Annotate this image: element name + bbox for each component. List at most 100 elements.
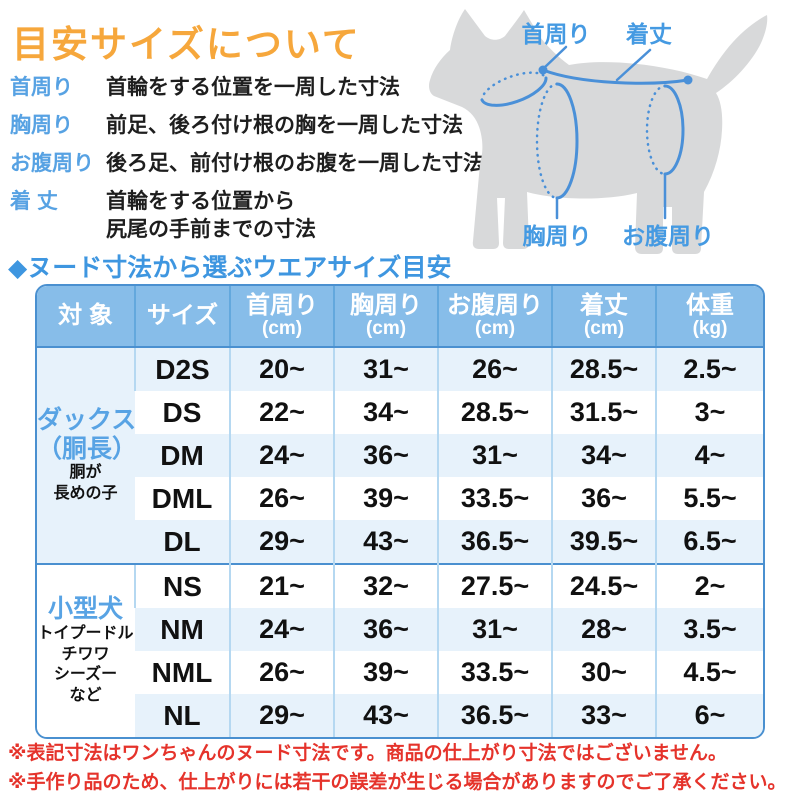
size-cell: DL bbox=[135, 520, 230, 564]
chest-ellipse-dotted bbox=[535, 82, 559, 200]
chest-value: 36~ bbox=[333, 434, 438, 477]
neck-value: 20~ bbox=[229, 347, 334, 391]
neck-ellipse-solid bbox=[480, 76, 548, 107]
neck-value: 29~ bbox=[229, 694, 334, 737]
footer-notes: ※表記寸法はワンちゃんのヌード寸法です。商品の仕上がり寸法ではございません。 ※… bbox=[8, 740, 798, 797]
col-header-target: 対 象 bbox=[37, 286, 135, 348]
belly-value: 36.5~ bbox=[437, 694, 552, 737]
group-note: 長めの子 bbox=[53, 485, 118, 503]
group-note: 胴が bbox=[69, 464, 102, 482]
back-length-line bbox=[541, 68, 690, 85]
col-header-size: サイズ bbox=[134, 286, 230, 348]
belly-ellipse-solid bbox=[663, 84, 685, 176]
chest-value: 43~ bbox=[333, 694, 438, 737]
dog-silhouette bbox=[429, 9, 768, 254]
weight-value: 6~ bbox=[655, 694, 763, 737]
group-name2: （胴長） bbox=[37, 434, 138, 463]
legend-item-belly: お腹周り 後ろ足、前付け根のお腹を一周した寸法 bbox=[10, 150, 484, 178]
length-value: 39.5~ bbox=[551, 520, 656, 564]
diagram-belly-label: お腹周り bbox=[622, 223, 714, 249]
back-line-end-dot bbox=[683, 75, 693, 85]
belly-value: 33.5~ bbox=[437, 651, 552, 694]
diagram-length-label: 着丈 bbox=[626, 21, 672, 47]
length-value: 28~ bbox=[551, 608, 656, 651]
neck-value: 21~ bbox=[229, 563, 334, 608]
belly-value: 27.5~ bbox=[437, 563, 552, 608]
section-title: ◆ヌード寸法から選ぶウエアサイズ目安 bbox=[8, 254, 452, 282]
size-cell: NS bbox=[134, 563, 230, 608]
table-header-row: 対 象 サイズ 首周り (cm) 胸周り (cm) お腹周り (cm) 着丈 (cm) … bbox=[37, 286, 763, 348]
col-header-length: 着丈 (cm) bbox=[551, 286, 656, 348]
size-cell: DS bbox=[162, 396, 202, 428]
weight-value: 3.5~ bbox=[655, 608, 763, 651]
table-row: DML 26~ 39~ 33.5~ 36~ 5.5~ bbox=[37, 477, 763, 520]
length-leader-line bbox=[615, 48, 652, 82]
dog-measurement-diagram: 首周り 着丈 胸周り お腹周り bbox=[429, 9, 768, 254]
belly-value: 28.5~ bbox=[437, 391, 552, 434]
length-value: 34~ bbox=[551, 434, 656, 477]
table-row: NM 24~ 36~ 31~ 28~ 3.5~ bbox=[37, 608, 763, 651]
table-row: 小型犬 トイプードル チワワ シーズー など NS 21~ 32~ 27.5~ … bbox=[37, 563, 763, 737]
chest-ellipse-solid bbox=[555, 82, 579, 200]
weight-value: 2~ bbox=[655, 563, 763, 608]
group-note: チワワ bbox=[61, 645, 110, 663]
group-note: シーズー bbox=[53, 666, 118, 684]
table-row: ダックス （胴長） 胴が 長めの子 D2S 20~ 31~ 26~ 28.5~ … bbox=[37, 347, 763, 564]
group-note: トイプードル bbox=[37, 624, 134, 642]
neck-value: 22~ bbox=[229, 391, 334, 434]
table-row: DS 22~ 34~ 28.5~ 31.5~ 3~ bbox=[37, 391, 763, 434]
col-header-neck: 首周り (cm) bbox=[229, 286, 334, 348]
weight-value: 3~ bbox=[655, 391, 763, 434]
table-row: NML 26~ 39~ 33.5~ 30~ 4.5~ bbox=[37, 651, 763, 694]
neck-value: 26~ bbox=[229, 477, 334, 520]
chest-value: 43~ bbox=[333, 520, 438, 564]
diagram-neck-label: 首周り bbox=[522, 21, 591, 47]
size-cell: DML bbox=[151, 482, 213, 514]
legend-label: 首周り bbox=[10, 76, 73, 99]
chest-value: 39~ bbox=[333, 651, 438, 694]
col-header-weight: 体重 (kg) bbox=[655, 286, 763, 348]
chest-value: 31~ bbox=[333, 347, 438, 391]
legend-label: 胸周り bbox=[10, 114, 73, 137]
size-cell: NL bbox=[135, 694, 230, 737]
weight-value: 4.5~ bbox=[655, 651, 763, 694]
chest-value: 39~ bbox=[333, 477, 438, 520]
page-title: 目安サイズについて bbox=[12, 24, 361, 65]
weight-value: 6.5~ bbox=[655, 520, 763, 564]
size-cell: NM bbox=[135, 608, 230, 651]
belly-value: 33.5~ bbox=[437, 477, 552, 520]
group-cell-small-dog: 小型犬 トイプードル チワワ シーズー など bbox=[37, 563, 135, 737]
note-line: ※表記寸法はワンちゃんのヌード寸法です。商品の仕上がり寸法ではございません。 bbox=[8, 743, 728, 764]
length-value: 24.5~ bbox=[551, 563, 656, 608]
neck-value: 24~ bbox=[229, 434, 334, 477]
back-line-start-dot bbox=[538, 65, 548, 75]
legend-desc-line1: 首輪をする位置から bbox=[106, 190, 295, 213]
note-line: ※手作り品のため、仕上がりには若干の誤差が生じる場合がありますのでご了承ください… bbox=[8, 771, 787, 793]
legend-item-neck: 首周り 首輪をする位置を一周した寸法 bbox=[10, 74, 430, 102]
length-value: 30~ bbox=[551, 651, 656, 694]
weight-value: 2.5~ bbox=[655, 347, 763, 391]
table-row: NL 29~ 43~ 36.5~ 33~ 6~ bbox=[37, 694, 763, 737]
length-value: 31.5~ bbox=[551, 391, 656, 434]
chest-value: 34~ bbox=[333, 391, 438, 434]
belly-value: 31~ bbox=[437, 608, 552, 651]
legend-item-length: 着 丈 首輪をする位置から 尻尾の手前までの寸法 bbox=[10, 188, 430, 244]
legend-item-chest: 胸周り 前足、後ろ付け根の胸を一周した寸法 bbox=[10, 112, 463, 140]
size-table: 対 象 サイズ 首周り (cm) 胸周り (cm) お腹周り (cm) 着丈 (cm) … bbox=[37, 286, 763, 737]
belly-ellipse-dotted bbox=[645, 84, 667, 176]
neck-leader-line bbox=[542, 45, 568, 70]
legend-desc: 前足、後ろ付け根の胸を一周した寸法 bbox=[106, 114, 463, 137]
size-table-container: 対 象 サイズ 首周り (cm) 胸周り (cm) お腹周り (cm) 着丈 (cm) … bbox=[35, 284, 765, 739]
legend-desc: 首輪をする位置から 尻尾の手前までの寸法 bbox=[106, 188, 316, 244]
belly-value: 31~ bbox=[437, 434, 552, 477]
measurement-legend: 首周り 首輪をする位置を一周した寸法 胸周り 前足、後ろ付け根の胸を一周した寸法… bbox=[10, 74, 484, 254]
table-row: DL 29~ 43~ 36.5~ 39.5~ 6.5~ bbox=[37, 520, 763, 564]
length-value: 33~ bbox=[551, 694, 656, 737]
neck-value: 24~ bbox=[229, 608, 334, 651]
legend-label: 着 丈 bbox=[10, 190, 58, 213]
belly-value: 36.5~ bbox=[437, 520, 552, 564]
group-name: 小型犬 bbox=[47, 595, 123, 624]
col-header-chest: 胸周り (cm) bbox=[333, 286, 438, 348]
legend-label: お腹周り bbox=[10, 152, 94, 175]
weight-value: 5.5~ bbox=[655, 477, 763, 520]
